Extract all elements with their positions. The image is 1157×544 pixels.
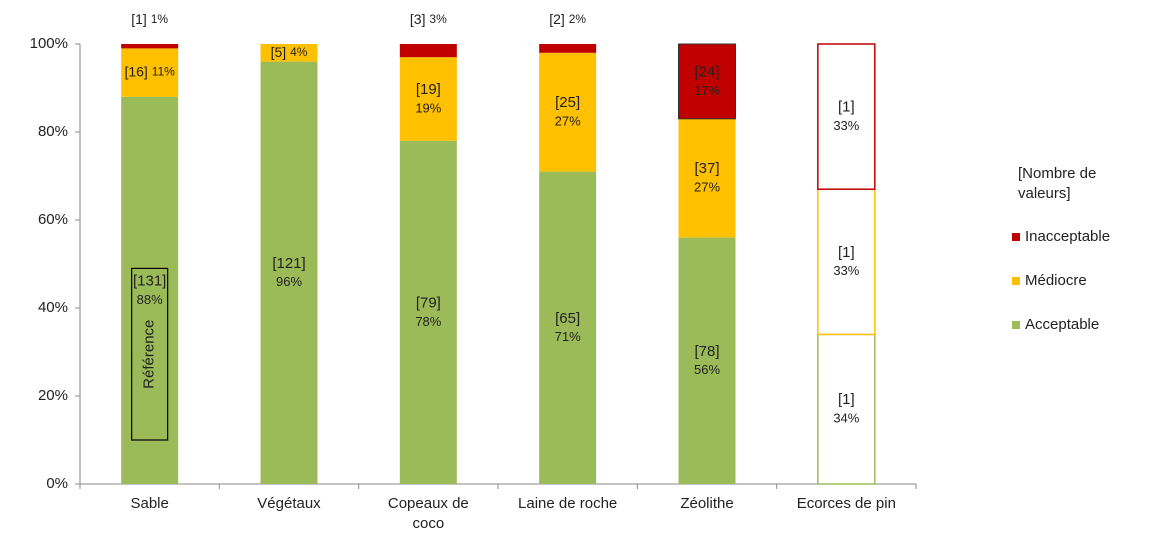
annotation-box [131, 267, 169, 441]
count-label: [65] [555, 310, 580, 327]
value-label: 27% [694, 180, 720, 195]
legend-label: Médiocre [1025, 272, 1087, 289]
bar-segment [399, 140, 457, 485]
x-tick-label: Sable [130, 495, 169, 512]
x-tick-label: Ecorces de pin [796, 495, 896, 512]
y-tick-label: 0% [46, 475, 68, 492]
value-label: 2% [569, 12, 587, 26]
bar-segment [260, 61, 318, 484]
count-label: [24] [694, 63, 719, 80]
value-label: 19% [415, 100, 441, 115]
bar-segment [817, 188, 876, 336]
bar-segment [678, 118, 736, 238]
count-label: [121] [272, 255, 305, 272]
value-label: 4% [290, 45, 308, 59]
count-label: [79] [416, 294, 441, 311]
count-label: [25] [555, 94, 580, 111]
count-label: [131] [133, 272, 166, 289]
x-tick-label: Laine de roche [518, 495, 618, 512]
bar-segment [399, 57, 457, 141]
count-label: [1] [131, 11, 147, 27]
x-tick-label: Copeaux de coco [387, 495, 469, 532]
bar-segment [121, 44, 179, 49]
bar-segment [539, 52, 597, 172]
data-label: [5] 4% [271, 44, 308, 60]
value-label: 1% [151, 12, 169, 26]
value-label: 56% [694, 362, 720, 377]
count-label: [2] [549, 11, 565, 27]
legend-label: Inacceptable [1025, 228, 1110, 245]
bar-segment [678, 237, 736, 484]
value-label: 71% [555, 329, 581, 344]
count-label: [37] [694, 160, 719, 177]
data-label: [1] 1% [131, 11, 168, 27]
bar-segment [817, 43, 876, 190]
bar-segment [121, 48, 179, 97]
legend-title: [Nombre de valeurs] [1018, 165, 1097, 202]
value-label: 88% [137, 292, 163, 307]
value-label: 11% [152, 65, 175, 79]
y-tick-label: 20% [38, 387, 68, 404]
value-label: 34% [833, 411, 859, 426]
legend-swatch [1012, 321, 1020, 329]
value-label: 33% [833, 263, 859, 278]
count-label: [1] [838, 391, 855, 408]
count-label: [3] [410, 11, 426, 27]
legend-swatch [1012, 277, 1020, 285]
y-tick-label: 80% [38, 123, 68, 140]
value-label: 78% [415, 314, 441, 329]
value-label: 3% [429, 12, 447, 26]
annotation: Référence [141, 320, 158, 389]
data-label: [2] 2% [549, 11, 586, 27]
value-label: 17% [694, 83, 720, 98]
count-label: [5] [271, 44, 287, 60]
count-label: [1] [838, 99, 855, 116]
count-label: [1] [838, 244, 855, 261]
count-label: [19] [416, 81, 441, 98]
data-label: [16] 11% [124, 63, 175, 79]
bar-segment [678, 43, 736, 120]
legend-label: Acceptable [1025, 316, 1099, 333]
legend-swatch [1012, 233, 1020, 241]
y-tick-label: 40% [38, 299, 68, 316]
count-label: [78] [694, 343, 719, 360]
bar-segment [817, 333, 876, 485]
bar-segment [260, 44, 318, 62]
value-label: 33% [833, 118, 859, 133]
value-label: 96% [276, 274, 302, 289]
bar-segment [539, 44, 597, 53]
x-tick-label: Végétaux [257, 495, 321, 512]
x-tick-label: Zéolithe [680, 495, 734, 512]
value-label: 27% [555, 114, 581, 129]
bar-segment [121, 96, 179, 485]
y-tick-label: 60% [38, 211, 68, 228]
bar-segment [539, 171, 597, 484]
y-tick-label: 100% [30, 35, 68, 52]
data-label: [3] 3% [410, 11, 447, 27]
count-label: [16] [124, 63, 147, 79]
bar-segment [399, 44, 457, 58]
